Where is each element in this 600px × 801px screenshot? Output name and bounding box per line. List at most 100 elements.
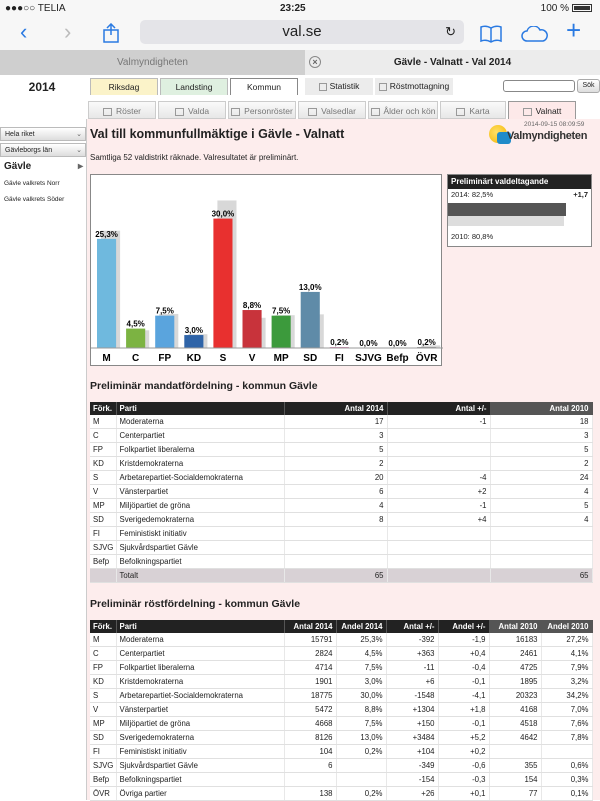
- tab-valnatt[interactable]: Valnatt: [508, 101, 576, 119]
- area-gavleborgs-lan[interactable]: Gävleborgs län ⌄: [0, 143, 86, 157]
- tab-riksdag[interactable]: Riksdag: [90, 78, 158, 95]
- table-row: S Arbetarepartiet-Socialdemokraterna 20 -4 2…: [90, 470, 593, 485]
- cloud-icon[interactable]: [521, 26, 549, 42]
- col-header-antal-2010[interactable]: Antal 2010: [489, 620, 542, 633]
- new-tab-icon[interactable]: +: [566, 15, 582, 45]
- table-cell: +1304: [386, 702, 439, 717]
- table-cell: Feministiskt initiativ: [116, 744, 285, 759]
- back-icon[interactable]: ‹: [20, 19, 28, 44]
- search-button[interactable]: Sök: [577, 79, 600, 93]
- count-status: Samtliga 52 valdistrikt räknade. Valresu…: [90, 153, 299, 162]
- table-cell: -392: [386, 633, 439, 647]
- turnout-2014: 2014: 82,5% +1,7: [448, 189, 591, 201]
- col-header-andel-2010[interactable]: Andel 2010: [541, 620, 593, 633]
- table-cell: -4,1: [438, 688, 490, 703]
- table-cell: 3,2%: [541, 674, 593, 689]
- bookmarks-icon[interactable]: [480, 25, 502, 43]
- tab-alder-kon[interactable]: Ålder och kön: [368, 101, 438, 119]
- table-cell: -1548: [386, 688, 439, 703]
- table-cell: 7,0%: [541, 702, 593, 717]
- tab-kommun[interactable]: Kommun: [230, 78, 298, 95]
- col-header-andel-diff[interactable]: Andel +/-: [438, 620, 490, 633]
- table-cell: Centerpartiet: [116, 428, 285, 443]
- table-cell: 8,8%: [336, 702, 387, 717]
- tab-statistik[interactable]: Statistik: [305, 78, 373, 95]
- tab-valda[interactable]: Valda: [158, 101, 226, 119]
- bar-S[interactable]: [213, 218, 233, 348]
- table-row: C Centerpartiet 3 3: [90, 428, 593, 443]
- table-cell: Folkpartiet liberalerna: [116, 442, 285, 457]
- category-label: SD: [303, 353, 317, 364]
- close-tab-icon[interactable]: ×: [309, 56, 321, 68]
- alder-kon-icon: [370, 107, 380, 116]
- table-cell: 0,2%: [336, 744, 387, 759]
- col-header-antal-diff[interactable]: Antal +/-: [387, 402, 491, 415]
- search-input[interactable]: [503, 80, 575, 92]
- browser-tab-valmyndigheten[interactable]: Valmyndigheten: [0, 50, 305, 75]
- table-row: SD Sverigedemokraterna 8126 13,0% +3484 +5,2 4…: [90, 730, 593, 745]
- results-chart-svg: 25,3% M 4,5% C 7,5% FP 3,0% KD 30,0% S 8,8% V 7,5% MP…: [91, 200, 443, 364]
- col-header-antal-2010[interactable]: Antal 2010: [490, 402, 593, 415]
- table-cell: SJVG: [90, 758, 117, 773]
- area-gavle-soder[interactable]: Gävle valkrets Söder: [0, 193, 86, 207]
- table-cell: SD: [90, 730, 117, 745]
- bar-C[interactable]: [126, 328, 146, 348]
- table-cell: FI: [90, 744, 117, 759]
- bar-KD[interactable]: [184, 335, 204, 348]
- tab-personroster[interactable]: Personröster: [228, 101, 296, 119]
- col-header-fork[interactable]: Förk.: [90, 402, 117, 415]
- table-cell: 34,2%: [541, 688, 593, 703]
- col-header-antal-diff[interactable]: Antal +/-: [386, 620, 439, 633]
- table-cell: [90, 568, 117, 583]
- bar-MP[interactable]: [271, 315, 291, 348]
- table-cell: 65: [490, 568, 593, 583]
- battery-icon: [572, 4, 592, 13]
- col-header-antal-2014[interactable]: Antal 2014: [284, 402, 388, 415]
- karta-icon: [456, 107, 466, 116]
- table-cell: M: [90, 415, 117, 429]
- col-header-fork[interactable]: Förk.: [90, 620, 117, 633]
- area-gavle[interactable]: Gävle ▸: [0, 159, 86, 175]
- table-row: C Centerpartiet 2824 4,5% +363 +0,4 2461 4,1%: [90, 646, 593, 661]
- bar-value-label: 7,5%: [156, 307, 174, 316]
- table-cell: 2: [284, 456, 388, 471]
- forward-icon[interactable]: ›: [64, 19, 72, 44]
- table-cell: 65: [284, 568, 388, 583]
- votes-section-title: Preliminär röstfördelning - kommun Gävle: [90, 598, 301, 610]
- table-cell: 1901: [284, 674, 337, 689]
- table-cell: Moderaterna: [116, 633, 285, 647]
- tab-valsedlar[interactable]: Valsedlar: [298, 101, 366, 119]
- bar-SD[interactable]: [300, 291, 320, 348]
- tab-rostmottagning[interactable]: Röstmottagning: [375, 78, 453, 95]
- table-cell: Moderaterna: [116, 415, 285, 429]
- tab-karta[interactable]: Karta: [440, 101, 506, 119]
- table-cell: 20: [284, 470, 388, 485]
- table-cell: [387, 456, 491, 471]
- col-header-andel-2014[interactable]: Andel 2014: [336, 620, 387, 633]
- col-header-parti[interactable]: Parti: [116, 402, 285, 415]
- browser-tab-gavle[interactable]: × Gävle - Valnatt - Val 2014: [305, 50, 600, 75]
- col-header-antal-2014[interactable]: Antal 2014: [284, 620, 337, 633]
- results-chart: 25,3% M 4,5% C 7,5% FP 3,0% KD 30,0% S 8,8% V 7,5% MP…: [90, 174, 443, 366]
- table-cell: [490, 526, 593, 541]
- reload-icon[interactable]: ↻: [445, 24, 456, 39]
- url-field[interactable]: val.se ↻: [140, 20, 464, 44]
- statistik-icon: [318, 82, 327, 91]
- bar-V[interactable]: [242, 310, 262, 348]
- tab-landsting[interactable]: Landsting: [160, 78, 228, 95]
- table-cell: -0,4: [438, 660, 490, 675]
- table-cell: 355: [489, 758, 542, 773]
- area-nav: Hela riket ⌄ Gävleborgs län ⌄ Gävle ▸ Gävle…: [0, 127, 86, 209]
- table-cell: 4: [490, 512, 593, 527]
- bar-FP[interactable]: [155, 315, 175, 348]
- table-cell: 0,2%: [336, 786, 387, 801]
- table-row: FP Folkpartiet liberalerna 4714 7,5% -11 -0,4…: [90, 660, 593, 675]
- area-hela-riket[interactable]: Hela riket ⌄: [0, 127, 86, 141]
- share-icon[interactable]: [102, 23, 120, 43]
- logo[interactable]: Valmyndigheten: [507, 130, 588, 142]
- area-gavle-norr[interactable]: Gävle valkrets Norr: [0, 177, 86, 191]
- tab-roster[interactable]: Röster: [88, 101, 156, 119]
- bar-M[interactable]: [97, 238, 117, 348]
- table-cell: 4: [490, 484, 593, 499]
- col-header-parti[interactable]: Parti: [116, 620, 285, 633]
